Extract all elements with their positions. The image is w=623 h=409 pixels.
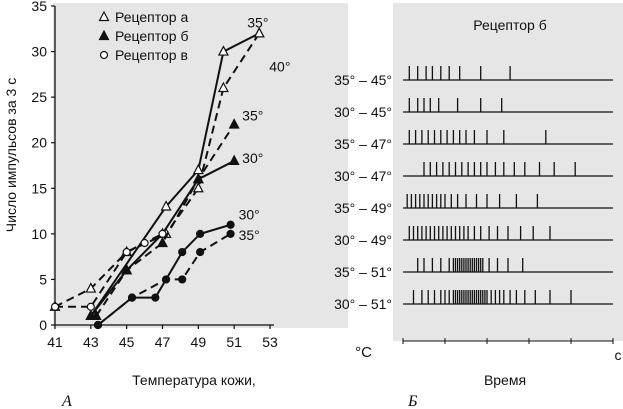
data-point	[178, 275, 187, 284]
raster-row: 30° – 45°	[334, 98, 613, 120]
chart-b-background	[393, 3, 623, 341]
data-point	[85, 309, 97, 320]
data-point	[192, 172, 204, 184]
y-tick-label: 20	[31, 135, 47, 151]
x-tick-label: 47	[155, 334, 171, 350]
data-point	[140, 238, 149, 248]
data-point	[122, 247, 131, 257]
data-point	[217, 81, 229, 93]
legend-label: Рецептор а	[115, 9, 188, 25]
raster-row-label: 30° – 51°	[334, 296, 392, 312]
raster-row: 35° – 49°	[334, 194, 613, 216]
raster-row: 35° – 51°	[334, 258, 613, 280]
legend-item: Рецептор в	[99, 47, 188, 63]
data-point	[217, 45, 229, 56]
data-point	[226, 220, 235, 229]
series-end-label: 40°	[269, 58, 290, 74]
chart-b: Рецептор б 35° – 45° 30° – 45° 35° – 47° 30…	[334, 3, 623, 409]
chart-a-background	[53, 3, 348, 328]
data-point	[93, 320, 103, 330]
x-tick-label: 45	[119, 334, 135, 350]
series-end-label: 35°	[247, 14, 268, 30]
raster-row-label: 35° – 49°	[334, 200, 392, 216]
y-tick-label: 30	[31, 44, 47, 60]
raster-row-label: 35° – 47°	[334, 136, 392, 152]
raster-row: 30° – 51°	[334, 290, 613, 312]
raster-title: Рецептор б	[473, 17, 546, 33]
data-point	[178, 247, 187, 257]
raster-row: 30° – 49°	[334, 226, 613, 248]
raster-row-label: 30° – 49°	[334, 232, 392, 248]
y-tick-label: 35	[31, 0, 47, 14]
y-tick-label: 25	[31, 89, 47, 105]
raster-row-label: 35° – 45°	[334, 72, 392, 88]
series-line	[97, 223, 231, 326]
x-axis-unit: °C	[355, 344, 372, 361]
data-point	[160, 200, 172, 211]
x-tick-label: 53	[262, 334, 278, 350]
series-end-label: 35°	[242, 107, 263, 123]
x-tick-label: 49	[191, 334, 207, 350]
data-point	[157, 236, 168, 248]
panel-label-b: Б	[407, 393, 418, 409]
data-point	[127, 293, 137, 302]
raster-row: 30° – 47°	[334, 162, 613, 184]
data-point	[121, 264, 133, 275]
series-end-label: 30°	[239, 207, 260, 223]
data-point	[196, 247, 205, 257]
data-point	[228, 154, 240, 166]
raster-row-label: 30° – 45°	[334, 104, 392, 120]
data-point	[158, 229, 167, 238]
raster-x-axis-label: Время	[484, 372, 526, 388]
data-point	[228, 118, 240, 129]
x-tick-label: 43	[83, 334, 99, 350]
raster-time-axis	[402, 338, 614, 344]
raster-row-label: 35° – 51°	[334, 264, 392, 280]
data-point	[226, 229, 235, 238]
series-7	[50, 229, 167, 311]
data-point	[85, 282, 97, 293]
chart-a: 35° 40° 35° 30° 30° 35° 0 5 10 15 20 25 30 35 41 43 45 4…	[3, 0, 372, 409]
data-point	[98, 29, 110, 41]
data-point	[161, 275, 171, 284]
legend-item: Рецептор б	[98, 28, 188, 44]
data-point	[50, 302, 60, 311]
data-point	[151, 293, 160, 302]
panel-label-a: А	[61, 393, 72, 409]
data-point	[98, 10, 110, 22]
x-tick-label: 41	[47, 334, 63, 350]
y-tick-label: 0	[39, 317, 47, 333]
series-line	[97, 232, 232, 326]
legend-label: Рецептор б	[115, 28, 188, 44]
y-tick-label: 10	[31, 226, 47, 242]
data-point	[192, 182, 204, 193]
data-point	[196, 229, 205, 238]
legend-label: Рецептор в	[115, 47, 188, 63]
data-point	[99, 50, 109, 60]
series-end-label: 35°	[239, 227, 260, 243]
y-tick-label: 15	[31, 180, 47, 196]
raster-row-label: 30° – 47°	[334, 168, 392, 184]
data-point	[253, 27, 265, 38]
x-axis-label: Температура кожи,	[132, 372, 256, 388]
y-tick-label: 5	[39, 271, 47, 287]
series-6: 35°	[93, 227, 260, 330]
raster-row: 35° – 45°	[334, 66, 613, 88]
raster-row: 35° – 47°	[334, 130, 613, 152]
x-tick-label: 51	[226, 334, 242, 350]
data-point	[86, 302, 95, 311]
y-axis-label: Число импульсов за 3 с	[3, 78, 19, 232]
series-end-label: 30°	[242, 150, 263, 166]
raster-x-axis-unit: с	[615, 347, 622, 363]
legend-item: Рецептор а	[98, 9, 188, 25]
